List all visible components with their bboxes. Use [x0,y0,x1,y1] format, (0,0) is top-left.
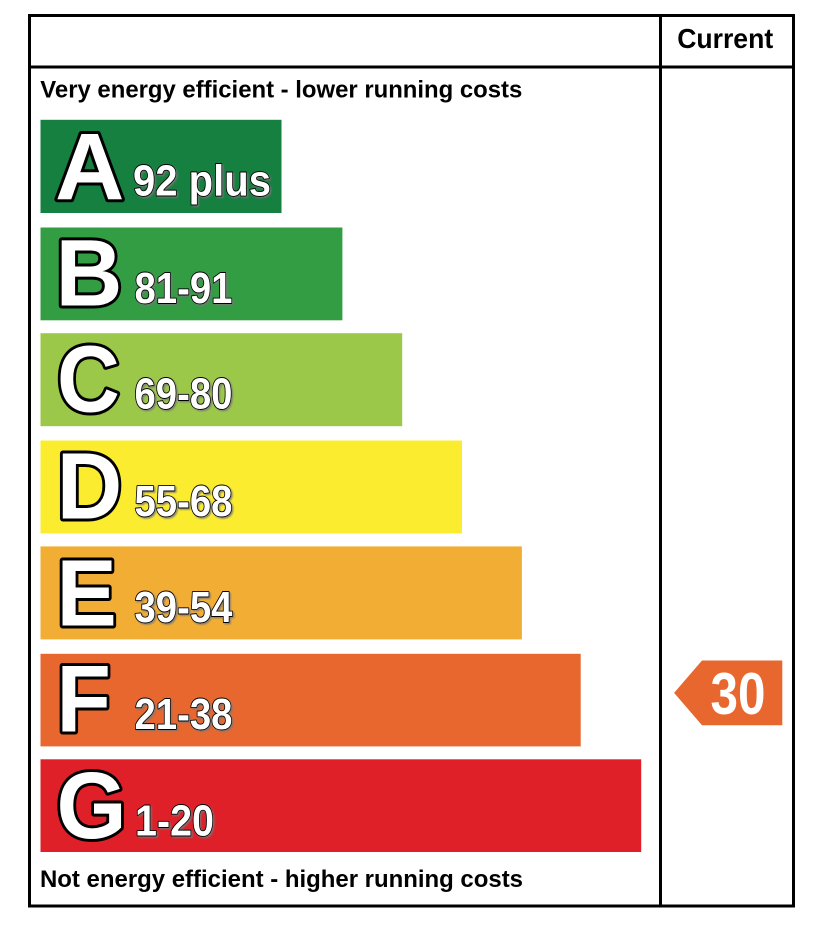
svg-text:Not energy efficient - higher: Not energy efficient - higher running co… [40,866,523,893]
svg-text:C: C [57,327,120,432]
svg-text:G: G [57,752,127,859]
svg-text:D: D [57,433,123,539]
svg-text:81-91: 81-91 [135,264,233,313]
svg-text:A: A [55,113,124,219]
svg-text:B: B [56,219,123,325]
svg-text:55-68: 55-68 [135,477,233,526]
svg-text:39-54: 39-54 [135,583,233,632]
svg-text:1-20: 1-20 [135,797,214,846]
svg-text:E: E [57,540,117,647]
svg-text:30: 30 [711,661,766,727]
svg-text:92 plus: 92 plus [133,157,271,206]
svg-text:Very energy efficient - lower: Very energy efficient - lower running co… [40,76,522,103]
svg-text:F: F [57,646,111,752]
svg-text:21-38: 21-38 [135,690,233,739]
svg-text:69-80: 69-80 [135,370,233,419]
svg-text:Current: Current [677,23,773,54]
